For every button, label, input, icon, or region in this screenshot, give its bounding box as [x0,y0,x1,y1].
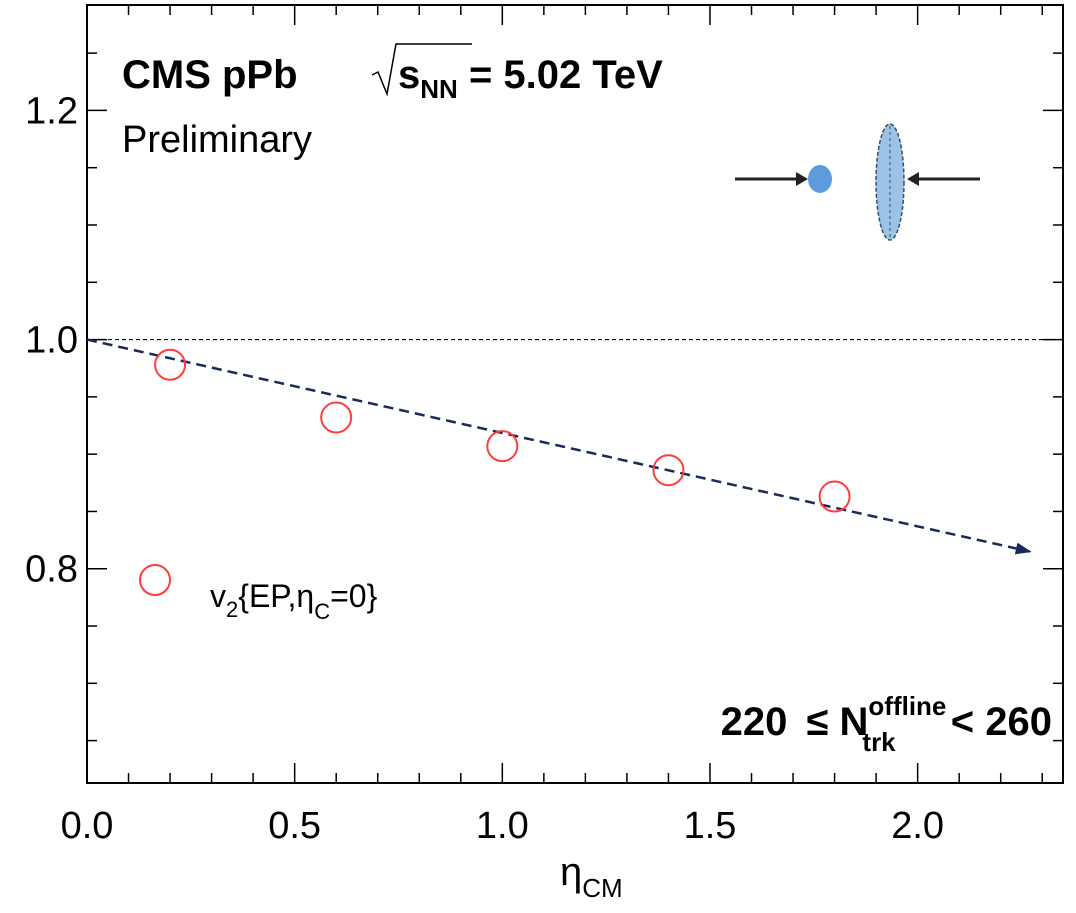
title-text: s [398,53,420,97]
legend-text: =0} [330,578,377,614]
legend-text: {EP,η [238,578,314,614]
annotation-text: 220 [721,700,788,744]
annotation-text: < 260 [951,700,1052,744]
y-tick-label: 0.8 [25,549,78,591]
y-tick-label: 1.0 [25,320,78,362]
legend-marker [139,564,171,596]
legend-subscript: 2 [226,597,238,622]
x-axis-label: ηCM [560,850,623,903]
x-label-subscript: CM [582,873,622,903]
data-point [154,348,187,381]
x-label-text: η [560,850,582,894]
data-point [818,480,851,513]
data-point [320,401,353,434]
y-tick-label: 1.2 [25,90,78,132]
annotation-subscript: trk [862,727,896,757]
title-text: = 5.02 TeV [469,53,663,97]
data-point [486,430,519,463]
data-point [652,454,685,487]
sqrt-sign [371,43,472,97]
x-tick-label: 1.5 [684,805,737,847]
x-tick-label: 0.0 [61,805,114,847]
legend-subscript: C [314,599,330,624]
x-tick-label: 0.5 [268,805,321,847]
subtitle: Preliminary [122,119,312,161]
legend-label: v2{EP,ηC=0} [210,578,378,624]
title-text: CMS pPb [122,53,298,97]
legend-text: v [210,578,226,614]
x-tick-label: 1.0 [476,805,529,847]
collision-icon [735,123,980,241]
title-subscript: NN [420,74,458,104]
annotation: 220 ≤ Noffline trk < 260 [721,691,1052,760]
x-tick-label: 2.0 [891,805,944,847]
plot-frame [86,4,1064,784]
annotation-text: ≤ N [806,700,868,744]
trend-arrow [86,338,1032,555]
chart-title: CMS pPb sNN = 5.02 TeV [122,53,663,107]
annotation-superscript: offline [868,691,946,721]
